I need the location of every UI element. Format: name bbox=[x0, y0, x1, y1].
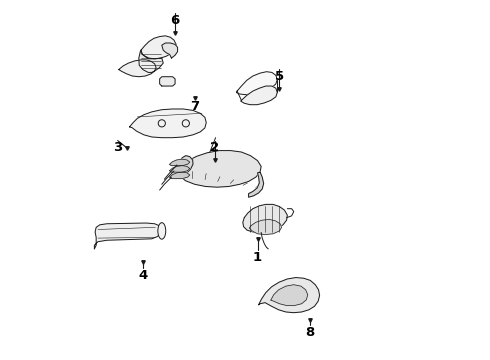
Polygon shape bbox=[119, 60, 156, 77]
Polygon shape bbox=[241, 86, 277, 105]
Polygon shape bbox=[177, 150, 261, 187]
Polygon shape bbox=[170, 172, 190, 179]
Ellipse shape bbox=[158, 223, 166, 239]
Polygon shape bbox=[160, 77, 175, 86]
Polygon shape bbox=[271, 285, 308, 306]
Text: 8: 8 bbox=[305, 326, 314, 339]
Polygon shape bbox=[236, 72, 277, 95]
Polygon shape bbox=[249, 220, 282, 234]
Text: 6: 6 bbox=[171, 14, 180, 27]
Polygon shape bbox=[259, 278, 319, 313]
Text: 1: 1 bbox=[253, 251, 262, 264]
Polygon shape bbox=[170, 159, 190, 166]
Polygon shape bbox=[141, 36, 176, 59]
Polygon shape bbox=[129, 109, 206, 138]
Text: 4: 4 bbox=[138, 269, 147, 282]
Polygon shape bbox=[170, 166, 190, 172]
Polygon shape bbox=[95, 223, 162, 249]
Polygon shape bbox=[175, 156, 193, 177]
Polygon shape bbox=[162, 43, 177, 58]
Text: 3: 3 bbox=[113, 141, 122, 154]
Polygon shape bbox=[243, 204, 287, 232]
Polygon shape bbox=[139, 50, 163, 72]
Polygon shape bbox=[248, 172, 264, 197]
Text: 5: 5 bbox=[274, 69, 284, 82]
Text: 2: 2 bbox=[210, 141, 219, 154]
Text: 7: 7 bbox=[190, 100, 199, 113]
